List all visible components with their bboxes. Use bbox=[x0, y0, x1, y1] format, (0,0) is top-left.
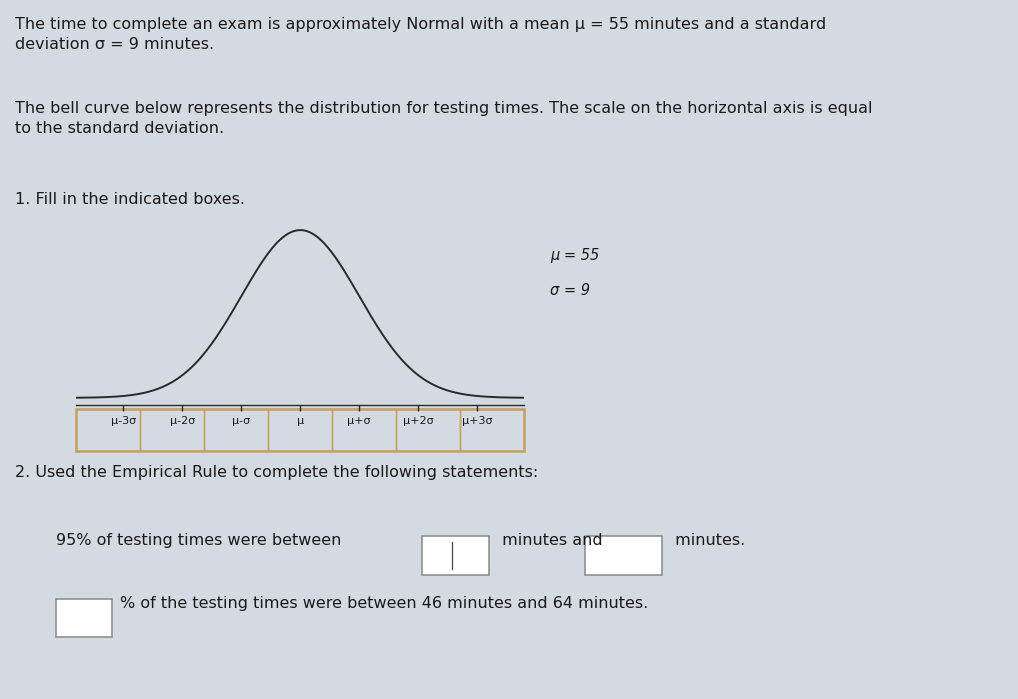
Bar bbox=[332, 409, 396, 451]
Bar bbox=[76, 409, 140, 451]
Bar bbox=[205, 409, 269, 451]
Bar bbox=[140, 409, 205, 451]
Bar bbox=[269, 409, 332, 451]
Text: σ = 9: σ = 9 bbox=[550, 283, 589, 298]
Text: 2. Used the Empirical Rule to complete the following statements:: 2. Used the Empirical Rule to complete t… bbox=[15, 465, 539, 480]
Text: The bell curve below represents the distribution for testing times. The scale on: The bell curve below represents the dist… bbox=[15, 101, 872, 136]
Text: minutes.: minutes. bbox=[670, 533, 745, 547]
Text: minutes and: minutes and bbox=[497, 533, 608, 547]
Bar bbox=[422, 536, 489, 575]
Text: The time to complete an exam is approximately Normal with a mean μ = 55 minutes : The time to complete an exam is approxim… bbox=[15, 17, 827, 52]
Bar bbox=[76, 409, 524, 451]
Bar bbox=[396, 409, 460, 451]
Text: 95% of testing times were between: 95% of testing times were between bbox=[56, 533, 346, 547]
Bar bbox=[56, 599, 112, 637]
Bar bbox=[585, 536, 662, 575]
Bar bbox=[460, 409, 524, 451]
Text: 1. Fill in the indicated boxes.: 1. Fill in the indicated boxes. bbox=[15, 192, 245, 207]
Text: μ = 55: μ = 55 bbox=[550, 248, 599, 263]
Text: % of the testing times were between 46 minutes and 64 minutes.: % of the testing times were between 46 m… bbox=[120, 596, 648, 610]
